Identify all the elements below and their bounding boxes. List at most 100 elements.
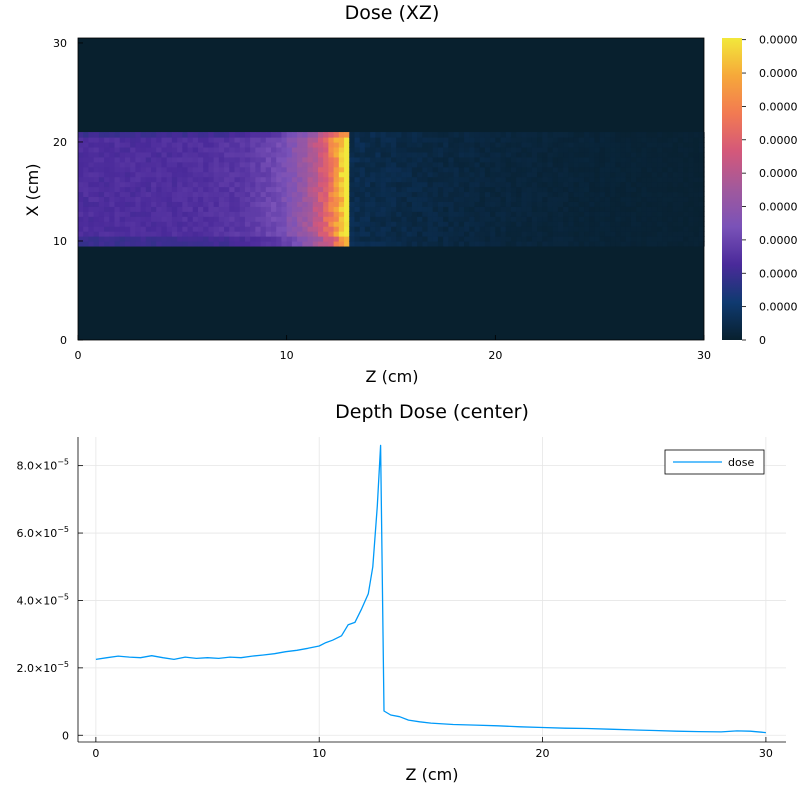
heatmap-cell bbox=[573, 240, 580, 247]
heatmap-cell bbox=[140, 161, 147, 168]
heatmap-cell bbox=[385, 201, 392, 207]
heatmap-cell bbox=[213, 186, 220, 193]
heatmap-cell bbox=[213, 201, 220, 207]
heatmap-cell bbox=[156, 141, 163, 148]
heatmap-cell bbox=[177, 132, 183, 138]
heatmap-cell bbox=[124, 186, 131, 193]
heatmap-cell bbox=[630, 196, 637, 202]
heatmap-cell bbox=[490, 240, 496, 247]
heatmap-cell bbox=[297, 156, 303, 163]
heatmap-cell bbox=[276, 231, 283, 237]
heatmap-cell bbox=[406, 141, 413, 148]
heatmap-cell bbox=[432, 206, 439, 212]
heatmap-cell bbox=[636, 171, 642, 178]
heatmap-cell bbox=[474, 156, 481, 163]
heatmap-cell bbox=[443, 132, 449, 138]
heatmap-cell bbox=[104, 201, 110, 207]
heatmap-cell bbox=[239, 191, 246, 198]
heatmap-cell bbox=[411, 211, 418, 217]
heatmap-cell bbox=[427, 161, 434, 168]
heatmap-cell bbox=[610, 240, 616, 247]
heatmap-cell bbox=[521, 211, 528, 217]
heatmap-cell bbox=[490, 196, 496, 202]
heatmap-cell bbox=[218, 181, 225, 188]
heatmap-cell bbox=[505, 201, 512, 207]
heatmap-cell bbox=[396, 186, 403, 193]
heatmap-cell bbox=[537, 240, 543, 247]
heatmap-cell bbox=[213, 236, 220, 242]
heatmap-cell bbox=[135, 151, 142, 158]
heatmap-cell bbox=[537, 151, 543, 158]
heatmap-cell bbox=[505, 141, 512, 148]
heatmap-cell bbox=[448, 221, 455, 227]
heatmap-cell bbox=[432, 216, 439, 222]
heatmap-cell bbox=[427, 221, 434, 227]
heatmap-cell bbox=[297, 231, 303, 237]
heatmap-cell bbox=[255, 196, 262, 202]
heatmap-cell bbox=[422, 211, 429, 217]
heatmap-cell bbox=[140, 137, 147, 143]
heatmap-cell bbox=[239, 206, 246, 212]
heatmap-cell bbox=[344, 236, 350, 242]
heatmap-cell bbox=[479, 211, 486, 217]
heatmap-cell bbox=[474, 216, 481, 222]
heatmap-cell bbox=[213, 176, 220, 183]
heatmap-cell bbox=[464, 156, 470, 163]
heatmap-cell bbox=[281, 161, 288, 168]
heatmap-cell bbox=[657, 141, 663, 148]
heatmap-cell bbox=[458, 236, 465, 242]
heatmap-cell bbox=[145, 231, 152, 237]
heatmap-cell bbox=[151, 211, 157, 217]
heatmap-cell bbox=[338, 176, 345, 183]
heatmap-cell bbox=[297, 137, 303, 143]
heatmap-cell bbox=[197, 141, 204, 148]
heatmap-cell bbox=[521, 176, 528, 183]
heatmap-cell bbox=[114, 206, 121, 212]
heatmap-cell bbox=[109, 216, 116, 222]
heatmap-cell bbox=[265, 236, 272, 242]
heatmap-cell bbox=[458, 141, 465, 148]
heatmap-cell bbox=[662, 191, 669, 198]
heatmap-cell bbox=[453, 186, 460, 193]
heatmap-cell bbox=[317, 156, 324, 163]
heatmap-cell bbox=[604, 151, 611, 158]
heatmap-cell bbox=[328, 161, 335, 168]
heatmap-cell bbox=[568, 236, 575, 242]
heatmap-cell bbox=[484, 176, 491, 183]
heatmap-cell bbox=[109, 201, 116, 207]
heatmap-cell bbox=[364, 240, 371, 247]
heatmap-cell bbox=[563, 226, 569, 232]
heatmap-cell bbox=[333, 231, 340, 237]
heatmap-cell bbox=[291, 211, 298, 217]
heatmap-cell bbox=[250, 191, 256, 198]
heatmap-cell bbox=[547, 166, 554, 173]
heatmap-cell bbox=[297, 226, 303, 232]
heatmap-cell bbox=[276, 156, 283, 163]
heatmap-cell bbox=[537, 137, 543, 143]
heatmap-cell bbox=[375, 196, 382, 202]
heatmap-cell bbox=[698, 161, 705, 168]
heatmap-cell bbox=[469, 226, 476, 232]
heatmap-cell bbox=[145, 151, 152, 158]
heatmap-cell bbox=[323, 137, 329, 143]
heatmap-cell bbox=[192, 181, 199, 188]
heatmap-cell bbox=[537, 211, 543, 217]
heatmap-cell bbox=[646, 201, 653, 207]
heatmap-cell bbox=[531, 206, 538, 212]
heatmap-cell bbox=[229, 132, 236, 138]
heatmap-cell bbox=[187, 181, 194, 188]
heatmap-cell bbox=[490, 191, 496, 198]
heatmap-cell bbox=[145, 236, 152, 242]
heatmap-cell bbox=[255, 191, 262, 198]
heatmap-cell bbox=[396, 161, 403, 168]
heatmap-cell bbox=[250, 151, 256, 158]
heatmap-cell bbox=[641, 206, 648, 212]
heatmap-cell bbox=[124, 201, 131, 207]
heatmap-cell bbox=[328, 226, 335, 232]
heatmap-cell bbox=[182, 176, 189, 183]
heatmap-cell bbox=[667, 146, 674, 153]
heatmap-cell bbox=[521, 186, 528, 193]
heatmap-cell bbox=[250, 231, 256, 237]
heatmap-cell bbox=[657, 221, 663, 227]
heatmap-cell bbox=[156, 201, 163, 207]
